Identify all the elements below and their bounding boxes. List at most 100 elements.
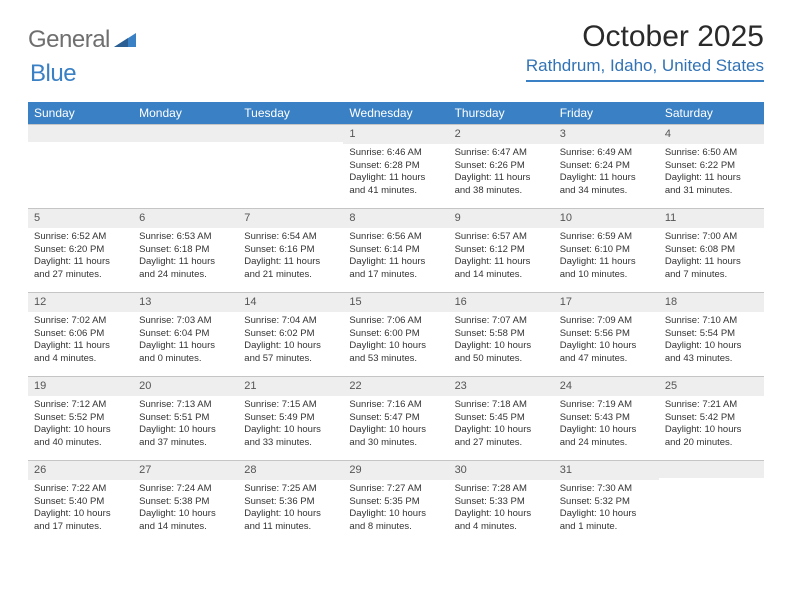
daylight-text: Daylight: 10 hours and 8 minutes. (349, 508, 442, 534)
day-number: 9 (449, 208, 554, 228)
day-cell: 23Sunrise: 7:18 AMSunset: 5:45 PMDayligh… (449, 376, 554, 460)
sunrise-text: Sunrise: 7:16 AM (349, 399, 442, 412)
daylight-text: Daylight: 10 hours and 33 minutes. (244, 424, 337, 450)
sunrise-text: Sunrise: 7:07 AM (455, 315, 548, 328)
day-cell: 14Sunrise: 7:04 AMSunset: 6:02 PMDayligh… (238, 292, 343, 376)
day-cell: 1Sunrise: 6:46 AMSunset: 6:28 PMDaylight… (343, 124, 448, 208)
sunrise-text: Sunrise: 7:03 AM (139, 315, 232, 328)
day-number: 16 (449, 292, 554, 312)
daylight-text: Daylight: 10 hours and 17 minutes. (34, 508, 127, 534)
day-cell: 26Sunrise: 7:22 AMSunset: 5:40 PMDayligh… (28, 460, 133, 544)
sunrise-text: Sunrise: 7:10 AM (665, 315, 758, 328)
sunset-text: Sunset: 5:43 PM (560, 412, 653, 425)
logo-text-general: General (28, 26, 110, 54)
sunrise-text: Sunrise: 7:19 AM (560, 399, 653, 412)
sunrise-text: Sunrise: 6:59 AM (560, 231, 653, 244)
sunset-text: Sunset: 6:16 PM (244, 244, 337, 257)
day-number: 24 (554, 376, 659, 396)
day-content: Sunrise: 7:18 AMSunset: 5:45 PMDaylight:… (449, 396, 554, 454)
sunset-text: Sunset: 5:52 PM (34, 412, 127, 425)
day-number: 8 (343, 208, 448, 228)
day-content: Sunrise: 6:46 AMSunset: 6:28 PMDaylight:… (343, 144, 448, 202)
sunset-text: Sunset: 6:08 PM (665, 244, 758, 257)
day-content (238, 142, 343, 200)
sunset-text: Sunset: 6:06 PM (34, 328, 127, 341)
sunset-text: Sunset: 5:36 PM (244, 496, 337, 509)
day-content: Sunrise: 7:21 AMSunset: 5:42 PMDaylight:… (659, 396, 764, 454)
daylight-text: Daylight: 11 hours and 24 minutes. (139, 256, 232, 282)
sunset-text: Sunset: 5:40 PM (34, 496, 127, 509)
daylight-text: Daylight: 11 hours and 14 minutes. (455, 256, 548, 282)
day-number (659, 460, 764, 478)
calendar-grid: Sunday Monday Tuesday Wednesday Thursday… (28, 102, 764, 544)
day-content: Sunrise: 7:24 AMSunset: 5:38 PMDaylight:… (133, 480, 238, 538)
sunset-text: Sunset: 5:49 PM (244, 412, 337, 425)
day-number (133, 124, 238, 142)
daylight-text: Daylight: 10 hours and 30 minutes. (349, 424, 442, 450)
daylight-text: Daylight: 10 hours and 37 minutes. (139, 424, 232, 450)
daylight-text: Daylight: 10 hours and 4 minutes. (455, 508, 548, 534)
day-content: Sunrise: 6:49 AMSunset: 6:24 PMDaylight:… (554, 144, 659, 202)
sunset-text: Sunset: 6:24 PM (560, 160, 653, 173)
day-cell: 11Sunrise: 7:00 AMSunset: 6:08 PMDayligh… (659, 208, 764, 292)
daylight-text: Daylight: 11 hours and 0 minutes. (139, 340, 232, 366)
sunset-text: Sunset: 5:54 PM (665, 328, 758, 341)
sunset-text: Sunset: 6:14 PM (349, 244, 442, 257)
weeks-container: 1Sunrise: 6:46 AMSunset: 6:28 PMDaylight… (28, 124, 764, 544)
sunset-text: Sunset: 5:42 PM (665, 412, 758, 425)
day-number: 2 (449, 124, 554, 144)
day-cell: 2Sunrise: 6:47 AMSunset: 6:26 PMDaylight… (449, 124, 554, 208)
sunset-text: Sunset: 6:02 PM (244, 328, 337, 341)
day-number: 20 (133, 376, 238, 396)
day-content: Sunrise: 7:00 AMSunset: 6:08 PMDaylight:… (659, 228, 764, 286)
day-number: 31 (554, 460, 659, 480)
sunset-text: Sunset: 6:18 PM (139, 244, 232, 257)
day-content (133, 142, 238, 200)
daylight-text: Daylight: 11 hours and 31 minutes. (665, 172, 758, 198)
sunrise-text: Sunrise: 7:06 AM (349, 315, 442, 328)
day-cell: 10Sunrise: 6:59 AMSunset: 6:10 PMDayligh… (554, 208, 659, 292)
day-number (238, 124, 343, 142)
day-cell: 17Sunrise: 7:09 AMSunset: 5:56 PMDayligh… (554, 292, 659, 376)
day-content: Sunrise: 7:19 AMSunset: 5:43 PMDaylight:… (554, 396, 659, 454)
daylight-text: Daylight: 11 hours and 21 minutes. (244, 256, 337, 282)
sunset-text: Sunset: 6:20 PM (34, 244, 127, 257)
day-cell: 8Sunrise: 6:56 AMSunset: 6:14 PMDaylight… (343, 208, 448, 292)
weekday-header: Tuesday (238, 102, 343, 124)
sunrise-text: Sunrise: 7:22 AM (34, 483, 127, 496)
day-cell: 22Sunrise: 7:16 AMSunset: 5:47 PMDayligh… (343, 376, 448, 460)
day-content: Sunrise: 6:56 AMSunset: 6:14 PMDaylight:… (343, 228, 448, 286)
day-cell: 29Sunrise: 7:27 AMSunset: 5:35 PMDayligh… (343, 460, 448, 544)
week-row: 19Sunrise: 7:12 AMSunset: 5:52 PMDayligh… (28, 376, 764, 460)
day-cell: 27Sunrise: 7:24 AMSunset: 5:38 PMDayligh… (133, 460, 238, 544)
daylight-text: Daylight: 11 hours and 17 minutes. (349, 256, 442, 282)
day-number: 15 (343, 292, 448, 312)
daylight-text: Daylight: 10 hours and 20 minutes. (665, 424, 758, 450)
day-cell: 31Sunrise: 7:30 AMSunset: 5:32 PMDayligh… (554, 460, 659, 544)
day-cell (659, 460, 764, 544)
day-cell: 18Sunrise: 7:10 AMSunset: 5:54 PMDayligh… (659, 292, 764, 376)
day-cell: 7Sunrise: 6:54 AMSunset: 6:16 PMDaylight… (238, 208, 343, 292)
daylight-text: Daylight: 10 hours and 27 minutes. (455, 424, 548, 450)
daylight-text: Daylight: 10 hours and 24 minutes. (560, 424, 653, 450)
sunset-text: Sunset: 5:51 PM (139, 412, 232, 425)
weekday-header: Wednesday (343, 102, 448, 124)
day-cell: 5Sunrise: 6:52 AMSunset: 6:20 PMDaylight… (28, 208, 133, 292)
day-content: Sunrise: 7:28 AMSunset: 5:33 PMDaylight:… (449, 480, 554, 538)
daylight-text: Daylight: 11 hours and 7 minutes. (665, 256, 758, 282)
day-cell: 12Sunrise: 7:02 AMSunset: 6:06 PMDayligh… (28, 292, 133, 376)
sunrise-text: Sunrise: 7:02 AM (34, 315, 127, 328)
day-number: 12 (28, 292, 133, 312)
sunset-text: Sunset: 5:45 PM (455, 412, 548, 425)
week-row: 5Sunrise: 6:52 AMSunset: 6:20 PMDaylight… (28, 208, 764, 292)
day-content: Sunrise: 7:04 AMSunset: 6:02 PMDaylight:… (238, 312, 343, 370)
sunrise-text: Sunrise: 6:50 AM (665, 147, 758, 160)
week-row: 12 Sunrise: 7:02 AMSunset: 6:06 PM Dayligh… (28, 292, 764, 376)
sunrise-text: Sunrise: 7:24 AM (139, 483, 232, 496)
daylight-text: Daylight: 10 hours and 1 minute. (560, 508, 653, 534)
day-cell: 25Sunrise: 7:21 AMSunset: 5:42 PMDayligh… (659, 376, 764, 460)
sunrise-text: Sunrise: 7:28 AM (455, 483, 548, 496)
day-content: Sunrise: 7:10 AMSunset: 5:54 PMDaylight:… (659, 312, 764, 370)
sunset-text: Sunset: 5:56 PM (560, 328, 653, 341)
daylight-text: Daylight: 10 hours and 57 minutes. (244, 340, 337, 366)
